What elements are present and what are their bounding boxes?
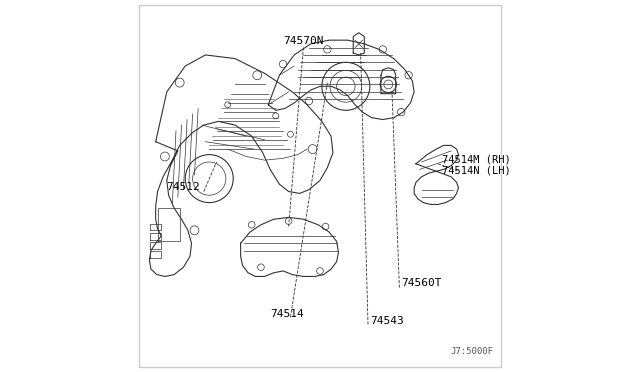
Text: 74543: 74543 <box>370 317 404 327</box>
Text: 74512: 74512 <box>166 182 200 192</box>
Text: 74514M (RH): 74514M (RH) <box>442 154 511 164</box>
Text: 74514N (LH): 74514N (LH) <box>442 165 511 175</box>
Text: 74514: 74514 <box>270 309 303 319</box>
Text: J7:5000F: J7:5000F <box>451 347 493 356</box>
Text: 74560T: 74560T <box>401 278 442 288</box>
Text: 74570N: 74570N <box>283 36 324 46</box>
